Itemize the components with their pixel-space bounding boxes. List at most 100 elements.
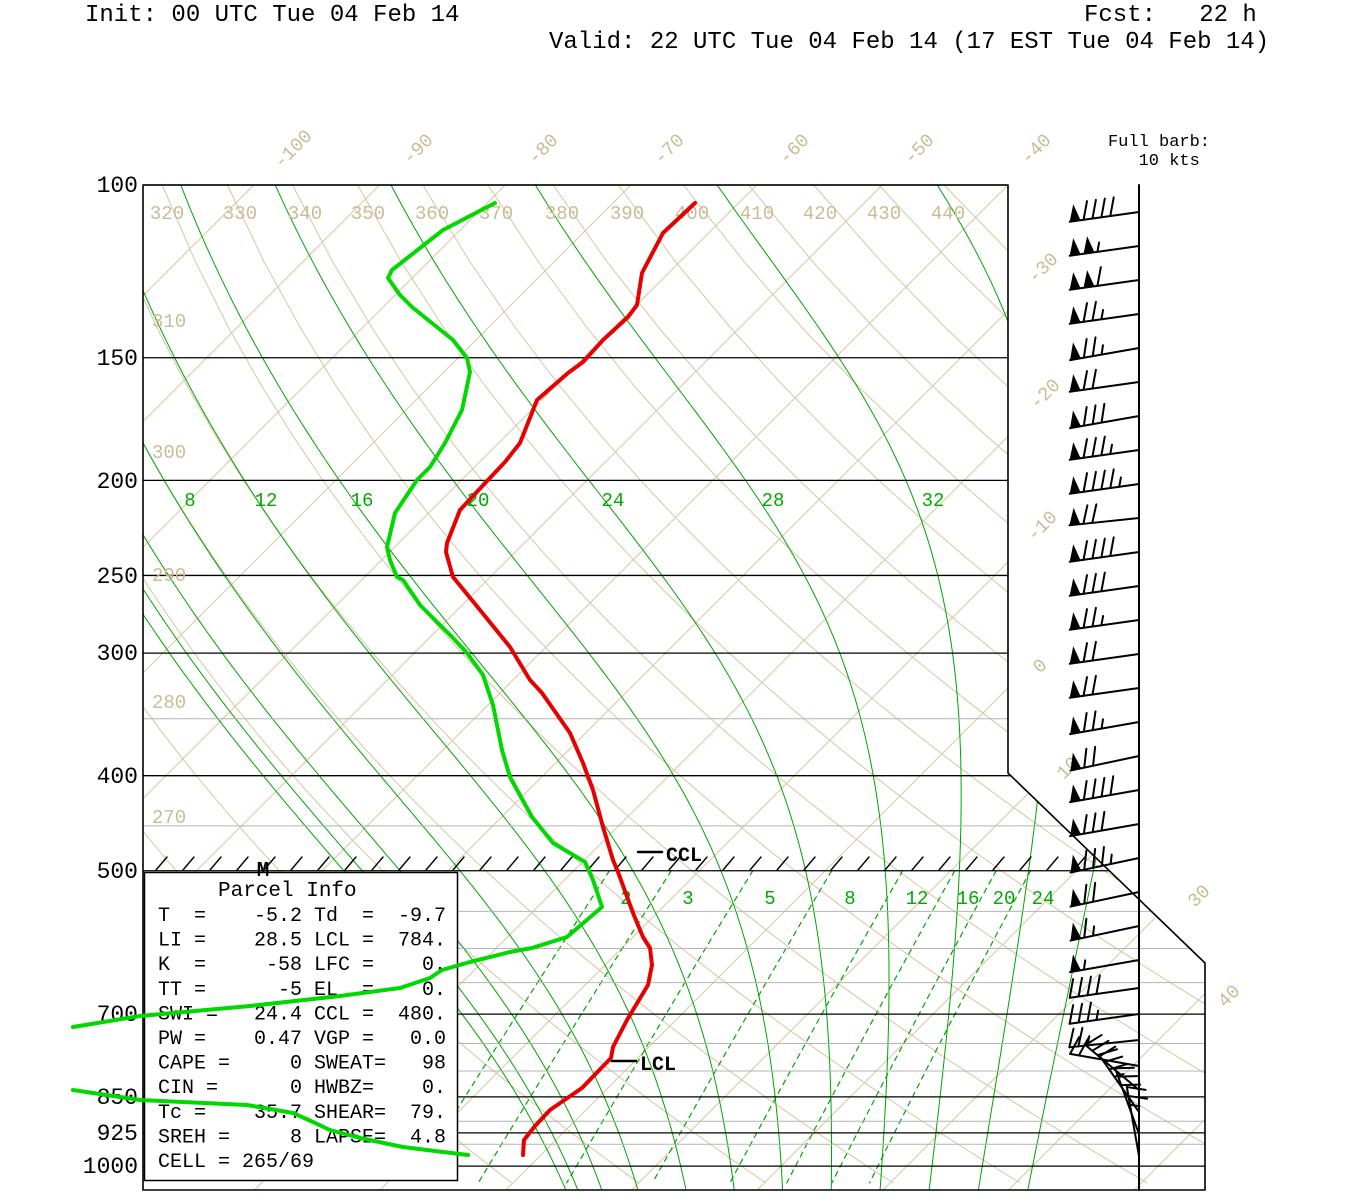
moist-adiabat-line [143,185,687,1190]
lcl-marker: LCL [640,1054,676,1077]
pressure-tick-label: 400 [97,764,138,790]
dry-adiabat-line [617,185,1205,1184]
mixing-ratio-label: 16 [957,888,980,910]
wind-barb [1068,236,1140,257]
parcel-info-title: Parcel Info [218,880,357,903]
dry-adiabat-line [748,185,1205,1184]
mixing-ratio-line [868,870,1032,1184]
wind-barb [1068,435,1140,461]
dry-adiabat-line [1008,185,1205,1184]
wind-barb [1068,468,1140,495]
wind-barb [1068,571,1140,597]
isotherm-label: 30 [1184,881,1216,913]
dry-adiabat-label: 310 [152,311,186,333]
isotherm-line [379,185,1205,1190]
dry-adiabat-label: 410 [740,203,774,225]
isotherm-label: -80 [524,130,564,170]
dry-adiabat-label: 300 [152,442,186,464]
mixing-ratio-label: 3 [682,888,693,910]
mixing-ratio-line [729,870,904,1184]
moist-adiabat-line [390,185,833,1190]
dry-adiabat-label: 440 [931,203,965,225]
mixing-ratio-line [566,870,754,1184]
mixing-ratio-label: 8 [844,888,855,910]
wind-barb [1114,1066,1142,1135]
dry-adiabat-label: 280 [152,692,186,714]
mixing-ratio-line [651,870,833,1184]
dry-adiabat-label: 270 [152,807,186,829]
isotherm-line [756,185,1205,1190]
parcel-info-line: SWI = 24.4 CCL = 480. [158,1003,446,1026]
isotherm-line [143,185,380,1190]
dry-adiabat-line [487,185,1205,1184]
dry-adiabat-label: 340 [288,203,322,225]
moist-adiabat-label: 16 [351,490,374,512]
parcel-info-line: TT = -5 EL = 0. [158,979,446,1002]
isotherm-label: -20 [1026,375,1066,415]
isotherm-label: -30 [1024,249,1064,289]
moist-adiabat-line [180,185,735,1190]
isotherm-label: -10 [1023,507,1063,547]
wind-barb [1069,954,1140,974]
dry-adiabat-label: 360 [415,203,449,225]
parcel-info-line: K = -58 LFC = 0. [158,954,446,977]
dry-adiabat-line [1073,185,1205,1184]
isotherm-line [1133,185,1205,1190]
isotherm-line [143,185,506,1190]
isotherm-line [0,185,2,1190]
wind-barb [1069,336,1140,362]
wind-barb [1068,266,1140,291]
wind-barb [1069,745,1140,772]
wind-barb-legend: Full barb: 10 kts [1107,133,1211,171]
moist-adiabat-line [143,185,639,1190]
dry-adiabat-label: 390 [610,203,644,225]
isotherm-label: 0 [1029,655,1053,679]
parcel-info-line: CIN = 0 HWBZ= 0. [158,1077,446,1100]
isotherm-line [0,185,128,1190]
dewpoint-curve-lower [71,1088,470,1157]
wind-barb [1097,1048,1140,1113]
wind-barb [1069,846,1140,874]
dry-adiabat-label: 330 [223,203,257,225]
dry-adiabat-label: 380 [545,203,579,225]
dry-adiabat-label: 420 [803,203,837,225]
dry-adiabat-label: 370 [479,203,513,225]
ccl-marker: CCL [666,845,702,868]
isotherm-label: -70 [650,130,690,170]
isotherm-line [882,185,1205,1190]
moist-adiabat-line [274,185,784,1190]
wind-barb [1069,881,1140,908]
parcel-info-line: SREH = 8 LAPSE= 4.8 [158,1126,446,1149]
isotherm-line [1008,185,1205,1190]
wind-barb [1068,196,1140,223]
pressure-tick-label: 200 [97,469,138,495]
wind-barb [1068,1001,1140,1025]
isotherm-label: -60 [775,130,815,170]
valid-time-label: Valid: 22 UTC Tue 04 Feb 14 (17 EST Tue … [549,29,1270,56]
wind-barb [1069,775,1140,804]
mixing-ratio-label: 24 [1032,888,1055,910]
pressure-tick-label: 100 [97,173,138,199]
wind-barb [1068,606,1140,631]
pressure-tick-label: 500 [97,859,138,885]
mixing-ratio-line [477,870,672,1184]
dry-adiabat-line [552,185,1205,1184]
mixing-ratio-line [786,870,956,1184]
wind-barb [1068,536,1140,563]
isotherm-line [143,185,883,1190]
dewpoint-curve [71,201,604,1029]
dry-adiabat-line [878,185,1205,1184]
isotherm-label: -90 [399,130,439,170]
mixing-ratio-line [831,870,997,1184]
pressure-tick-label: 150 [97,346,138,372]
dry-adiabat-line [161,185,1148,1184]
dry-adiabat-label: 320 [150,203,184,225]
isotherm-label: 40 [1214,981,1246,1013]
plot-frame [142,184,1206,1191]
wind-barb [1069,710,1140,736]
parcel-info-line: LI = 28.5 LCL = 784. [158,930,446,953]
dry-adiabat-label: 400 [675,203,709,225]
moist-adiabat-line [716,185,962,1190]
